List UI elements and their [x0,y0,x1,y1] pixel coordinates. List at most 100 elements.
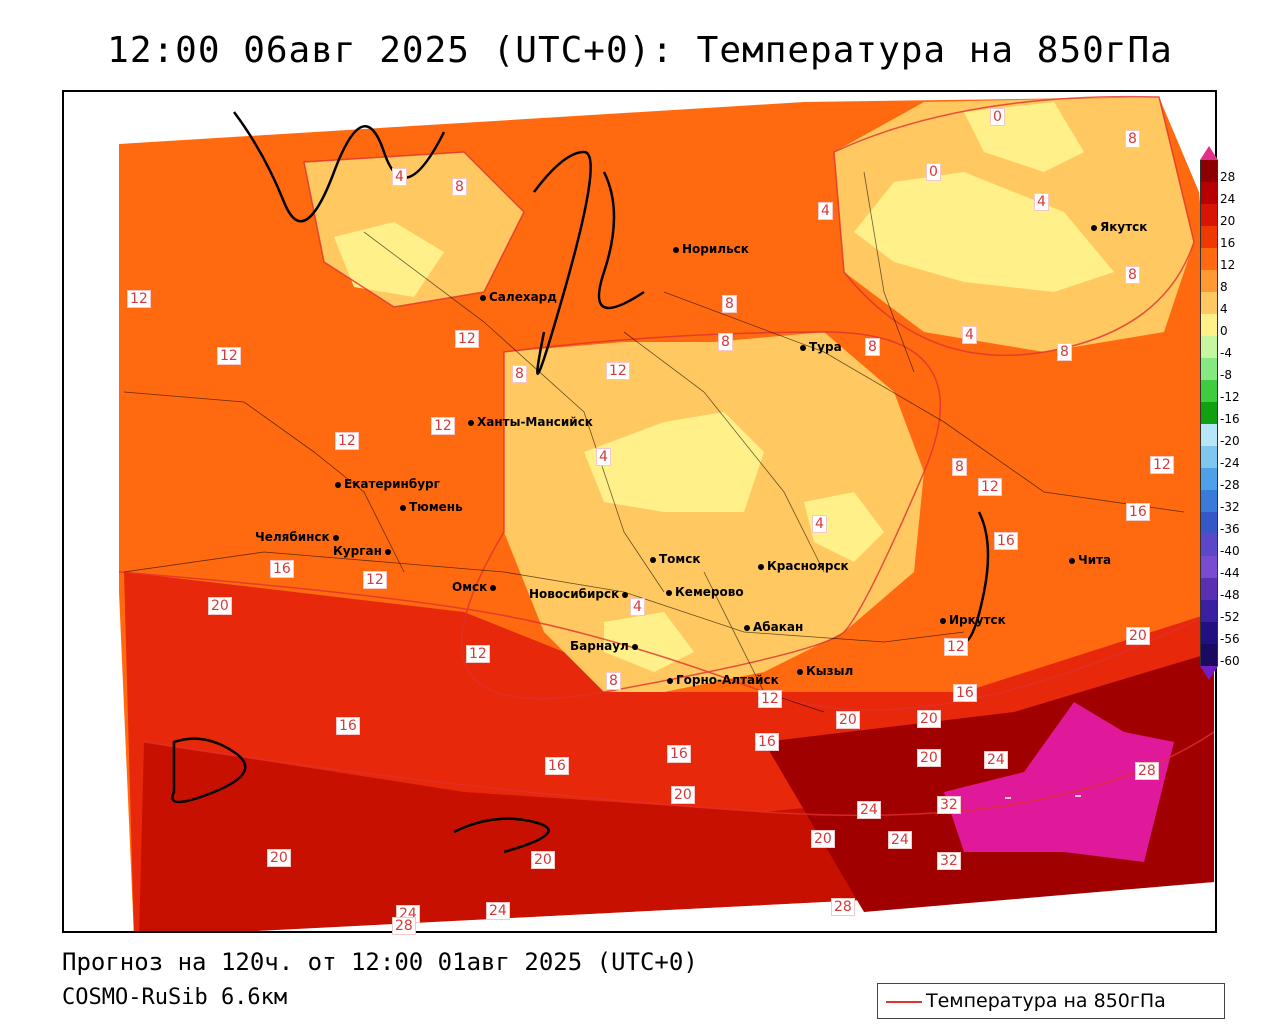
map-panel [62,90,1217,933]
contour-label: 20 [917,710,941,728]
colorbar-tick-label: -28 [1220,478,1240,492]
city-irkutsk: Иркутск [940,613,1006,627]
colorbar-tick-label: -56 [1220,632,1240,646]
contour-label: 20 [836,711,860,729]
city-ekaterinburg: Екатеринбург [335,477,440,491]
city-chelyabinsk: Челябинск [255,530,342,544]
contour-label: 0 [990,108,1005,126]
contour-label: 12 [335,432,359,450]
contour-label: 4 [392,168,407,186]
colorbar-tick-label: 28 [1220,170,1236,184]
contour-label: 12 [363,571,387,589]
colorbar-tick-label: -44 [1220,566,1240,580]
colorbar-tick-label: -24 [1220,456,1240,470]
city-khanty-mansiysk: Ханты-Мансийск [468,415,593,429]
contour-label: 8 [606,672,621,690]
colorbar-segment [1200,578,1218,600]
legend-label: Температура на 850гПа [926,990,1166,1012]
colorbar-tick-label: 16 [1220,236,1236,250]
contour-label: 8 [1125,130,1140,148]
contour-label: 24 [857,801,881,819]
colorbar-segment [1200,446,1218,468]
colorbar-tick-label: -48 [1220,588,1240,602]
contour-label: 24 [888,831,912,849]
contour-label: 8 [1125,266,1140,284]
contour-label: 28 [1135,762,1159,780]
city-barnaul: Барнаул [570,639,641,653]
colorbar-tick-label: -52 [1220,610,1240,624]
colorbar-segment [1200,204,1218,226]
colorbar-segment [1200,644,1218,666]
city-yakutsk: Якутск [1091,220,1147,234]
colorbar-tick-label: -32 [1220,500,1240,514]
colorbar-segment [1200,292,1218,314]
contour-label: 20 [208,597,232,615]
contour-label: 28 [392,917,416,935]
city-kurgan: Курган [333,544,394,558]
contour-label: 20 [531,851,555,869]
contour-label: 32 [937,852,961,870]
contour-label: 4 [630,598,645,616]
city-omsk: Омск [452,580,499,594]
city-tyumen: Тюмень [400,500,463,514]
colorbar-segment [1200,468,1218,490]
legend: Температура на 850гПа [877,983,1225,1019]
city-tomsk: Томск [650,552,701,566]
contour-label: 16 [755,733,779,751]
city-chita: Чита [1069,553,1111,567]
city-kyzyl: Кызыл [797,664,853,678]
colorbar-tick-label: -36 [1220,522,1240,536]
colorbar-tick-label: -40 [1220,544,1240,558]
contour-label: 20 [1126,627,1150,645]
colorbar-segment [1200,424,1218,446]
colorbar: 28 24 20 16 12 8 4 0 -4 -8 -12 -16 -20 -24 -28 -32 -36 -4… [1200,146,1240,680]
contour-label: 32 [937,796,961,814]
contour-label: 4 [812,515,827,533]
colorbar-tick-label: 20 [1220,214,1236,228]
contour-label: 8 [718,333,733,351]
city-abakan: Абакан [744,620,803,634]
map-title: 12:00 06авг 2025 (UTC+0): Температура на… [107,30,1173,71]
contour-label: 20 [267,849,291,867]
contour-label: 20 [671,786,695,804]
city-salekhard: Салехард [480,290,557,304]
contour-label: 16 [667,745,691,763]
city-krasnoyarsk: Красноярск [758,559,849,573]
contour-label: 12 [217,347,241,365]
contour-label: 16 [270,560,294,578]
contour-label: 16 [1126,503,1150,521]
contour-label: 16 [336,717,360,735]
contour-label: 12 [758,690,782,708]
contour-label: 16 [953,684,977,702]
contour-label: 12 [466,645,490,663]
contour-label: 4 [1034,193,1049,211]
colorbar-tick-label: 12 [1220,258,1236,272]
city-norilsk: Норильск [673,242,749,256]
colorbar-segment [1200,160,1218,182]
colorbar-segment [1200,556,1218,578]
colorbar-segment [1200,534,1218,556]
colorbar-tick-label: -12 [1220,390,1240,404]
contour-label: 28 [831,898,855,916]
city-tura: Тура [800,340,842,354]
colorbar-segment [1200,402,1218,424]
contour-label: 20 [917,749,941,767]
contour-label: 4 [818,202,833,220]
contour-label: 12 [455,330,479,348]
contour-label: 8 [452,178,467,196]
contour-label: 24 [486,902,510,920]
colorbar-segment [1200,270,1218,292]
colorbar-segment [1200,380,1218,402]
contour-label [1075,795,1081,797]
colorbar-tick-label: 4 [1220,302,1228,316]
colorbar-segment [1200,600,1218,622]
colorbar-segment [1200,314,1218,336]
colorbar-tick-label: -20 [1220,434,1240,448]
contour-label: 16 [994,532,1018,550]
city-kemerovo: Кемерово [666,585,744,599]
colorbar-tick-label: -8 [1220,368,1232,382]
contour-label: 12 [978,478,1002,496]
city-novosibirsk: Новосибирск [529,587,631,601]
colorbar-segment [1200,336,1218,358]
colorbar-tick-label: -16 [1220,412,1240,426]
